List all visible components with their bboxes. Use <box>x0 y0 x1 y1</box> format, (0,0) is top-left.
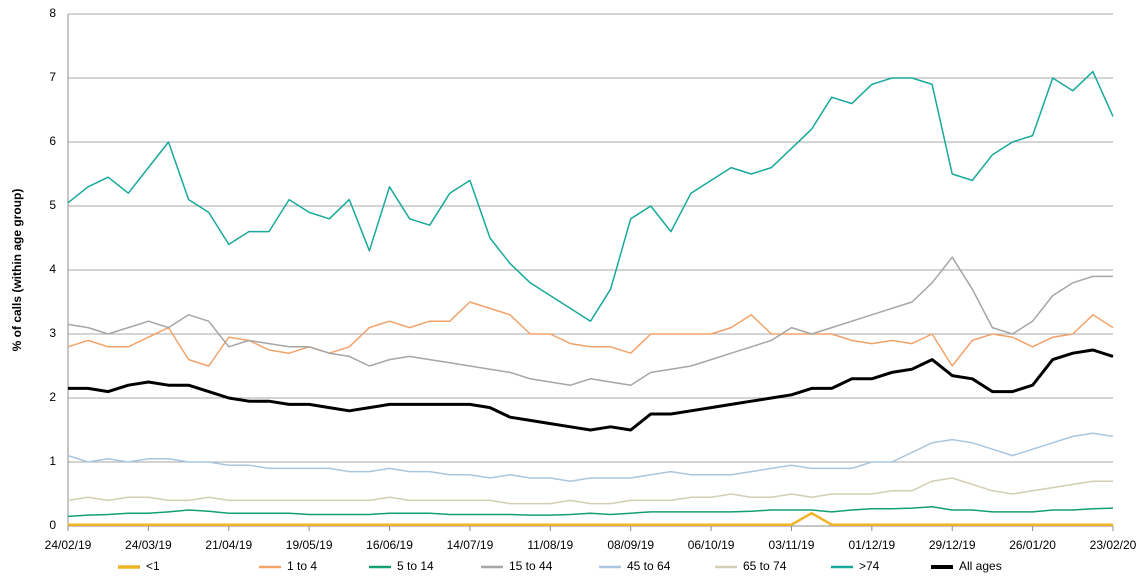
y-tick-label: 1 <box>49 454 56 468</box>
x-tick-label: 06/10/19 <box>688 538 735 552</box>
series-line <box>67 432 1114 482</box>
legend-label: 65 to 74 <box>743 559 787 573</box>
legend-label: >74 <box>859 559 880 573</box>
x-tick-label: 19/05/19 <box>286 538 333 552</box>
series-line <box>67 477 1113 505</box>
x-tick-label: 24/03/19 <box>125 538 172 552</box>
x-tick-label: 14/07/19 <box>447 538 494 552</box>
legend-label: 5 to 14 <box>397 559 434 573</box>
series-line <box>67 70 1114 322</box>
legend-label: 45 to 64 <box>627 559 671 573</box>
y-tick-label: 3 <box>49 326 56 340</box>
x-tick-label: 11/08/19 <box>527 538 573 552</box>
legend-label: 15 to 44 <box>509 559 553 573</box>
x-tick-label: 23/02/20 <box>1090 538 1137 552</box>
y-tick-label: 6 <box>49 134 56 148</box>
x-tick-label: 03/11/19 <box>769 538 815 552</box>
legend-label: All ages <box>959 559 1002 573</box>
y-tick-label: 4 <box>49 262 56 276</box>
x-tick-label: 16/06/19 <box>366 538 413 552</box>
x-tick-label: 01/12/19 <box>848 538 895 552</box>
y-axis-label: % of calls (within age group) <box>10 189 24 352</box>
series-line <box>67 256 1113 386</box>
legend-label: <1 <box>146 559 160 573</box>
x-tick-label: 21/04/19 <box>205 538 252 552</box>
x-tick-label: 26/01/20 <box>1009 538 1056 552</box>
x-tick-label: 29/12/19 <box>929 538 976 552</box>
series-line <box>68 348 1114 432</box>
y-tick-label: 7 <box>49 70 56 84</box>
x-tick-label: 08/09/19 <box>607 538 654 552</box>
y-tick-label: 0 <box>49 518 56 532</box>
series-line <box>68 511 1113 526</box>
legend-label: 1 to 4 <box>287 559 317 573</box>
x-tick-label: 24/02/19 <box>45 538 92 552</box>
series-line <box>67 506 1114 518</box>
y-tick-label: 8 <box>49 6 56 20</box>
series-line <box>67 301 1114 367</box>
y-tick-label: 5 <box>49 198 56 212</box>
y-tick-label: 2 <box>49 390 56 404</box>
